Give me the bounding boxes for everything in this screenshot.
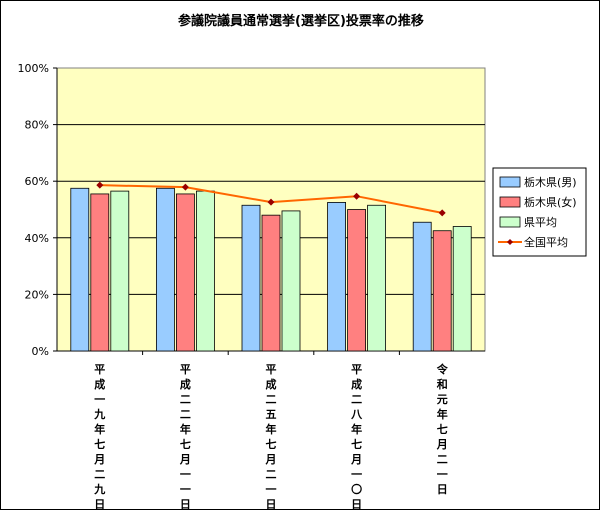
bar — [261, 214, 281, 352]
category-labels: 平成一九年七月二九日 平成二二年七月一一日 平成二五年七月二一日 平成二八年七月一〇日… — [93, 362, 448, 511]
y-axis-labels: 0% 20% 40% 60% 80% 100% — [18, 62, 49, 358]
bar — [195, 190, 215, 352]
line-point — [181, 183, 189, 191]
bar — [432, 230, 452, 352]
y-tick-label: 40% — [25, 232, 49, 245]
bar — [175, 193, 195, 352]
bar — [412, 221, 432, 352]
line-point — [438, 209, 446, 217]
line-point — [96, 181, 104, 189]
bar — [347, 209, 367, 352]
legend-label: 県平均 — [524, 216, 557, 229]
bars — [70, 187, 472, 352]
legend-swatch — [499, 176, 521, 188]
legend-label: 栃木県(女) — [524, 195, 577, 209]
legend-swatch — [499, 216, 521, 228]
bar — [155, 187, 175, 352]
bar — [110, 190, 130, 352]
bar — [70, 187, 90, 352]
bar — [90, 193, 110, 352]
bar — [367, 204, 387, 352]
legend-label: 全国平均 — [524, 235, 568, 249]
category-label: 平成一九年七月二九日 — [93, 363, 105, 511]
category-label: 平成二八年七月一〇日 — [350, 363, 363, 511]
bar — [327, 202, 347, 352]
bar — [452, 226, 472, 352]
chart-title: 参議院議員通常選挙(選挙区)投票率の推移 — [178, 13, 424, 29]
y-tick-label: 60% — [25, 175, 49, 188]
category-label: 平成二五年七月二一日 — [265, 363, 277, 511]
line-series — [96, 181, 446, 217]
legend-swatch — [499, 196, 521, 208]
y-tick-label: 0% — [32, 345, 49, 358]
y-tick-label: 20% — [25, 288, 49, 301]
category-label: 令和元年七月二一日 — [436, 362, 449, 496]
category-label: 平成二二年七月一一日 — [179, 363, 191, 511]
y-tick-label: 80% — [25, 119, 49, 132]
bar — [281, 210, 301, 352]
bar — [241, 204, 261, 352]
legend-label: 栃木県(男) — [524, 175, 577, 189]
line-point — [267, 198, 275, 206]
y-tick-label: 100% — [18, 62, 49, 75]
line-point — [353, 192, 361, 200]
legend-marker — [507, 239, 513, 245]
